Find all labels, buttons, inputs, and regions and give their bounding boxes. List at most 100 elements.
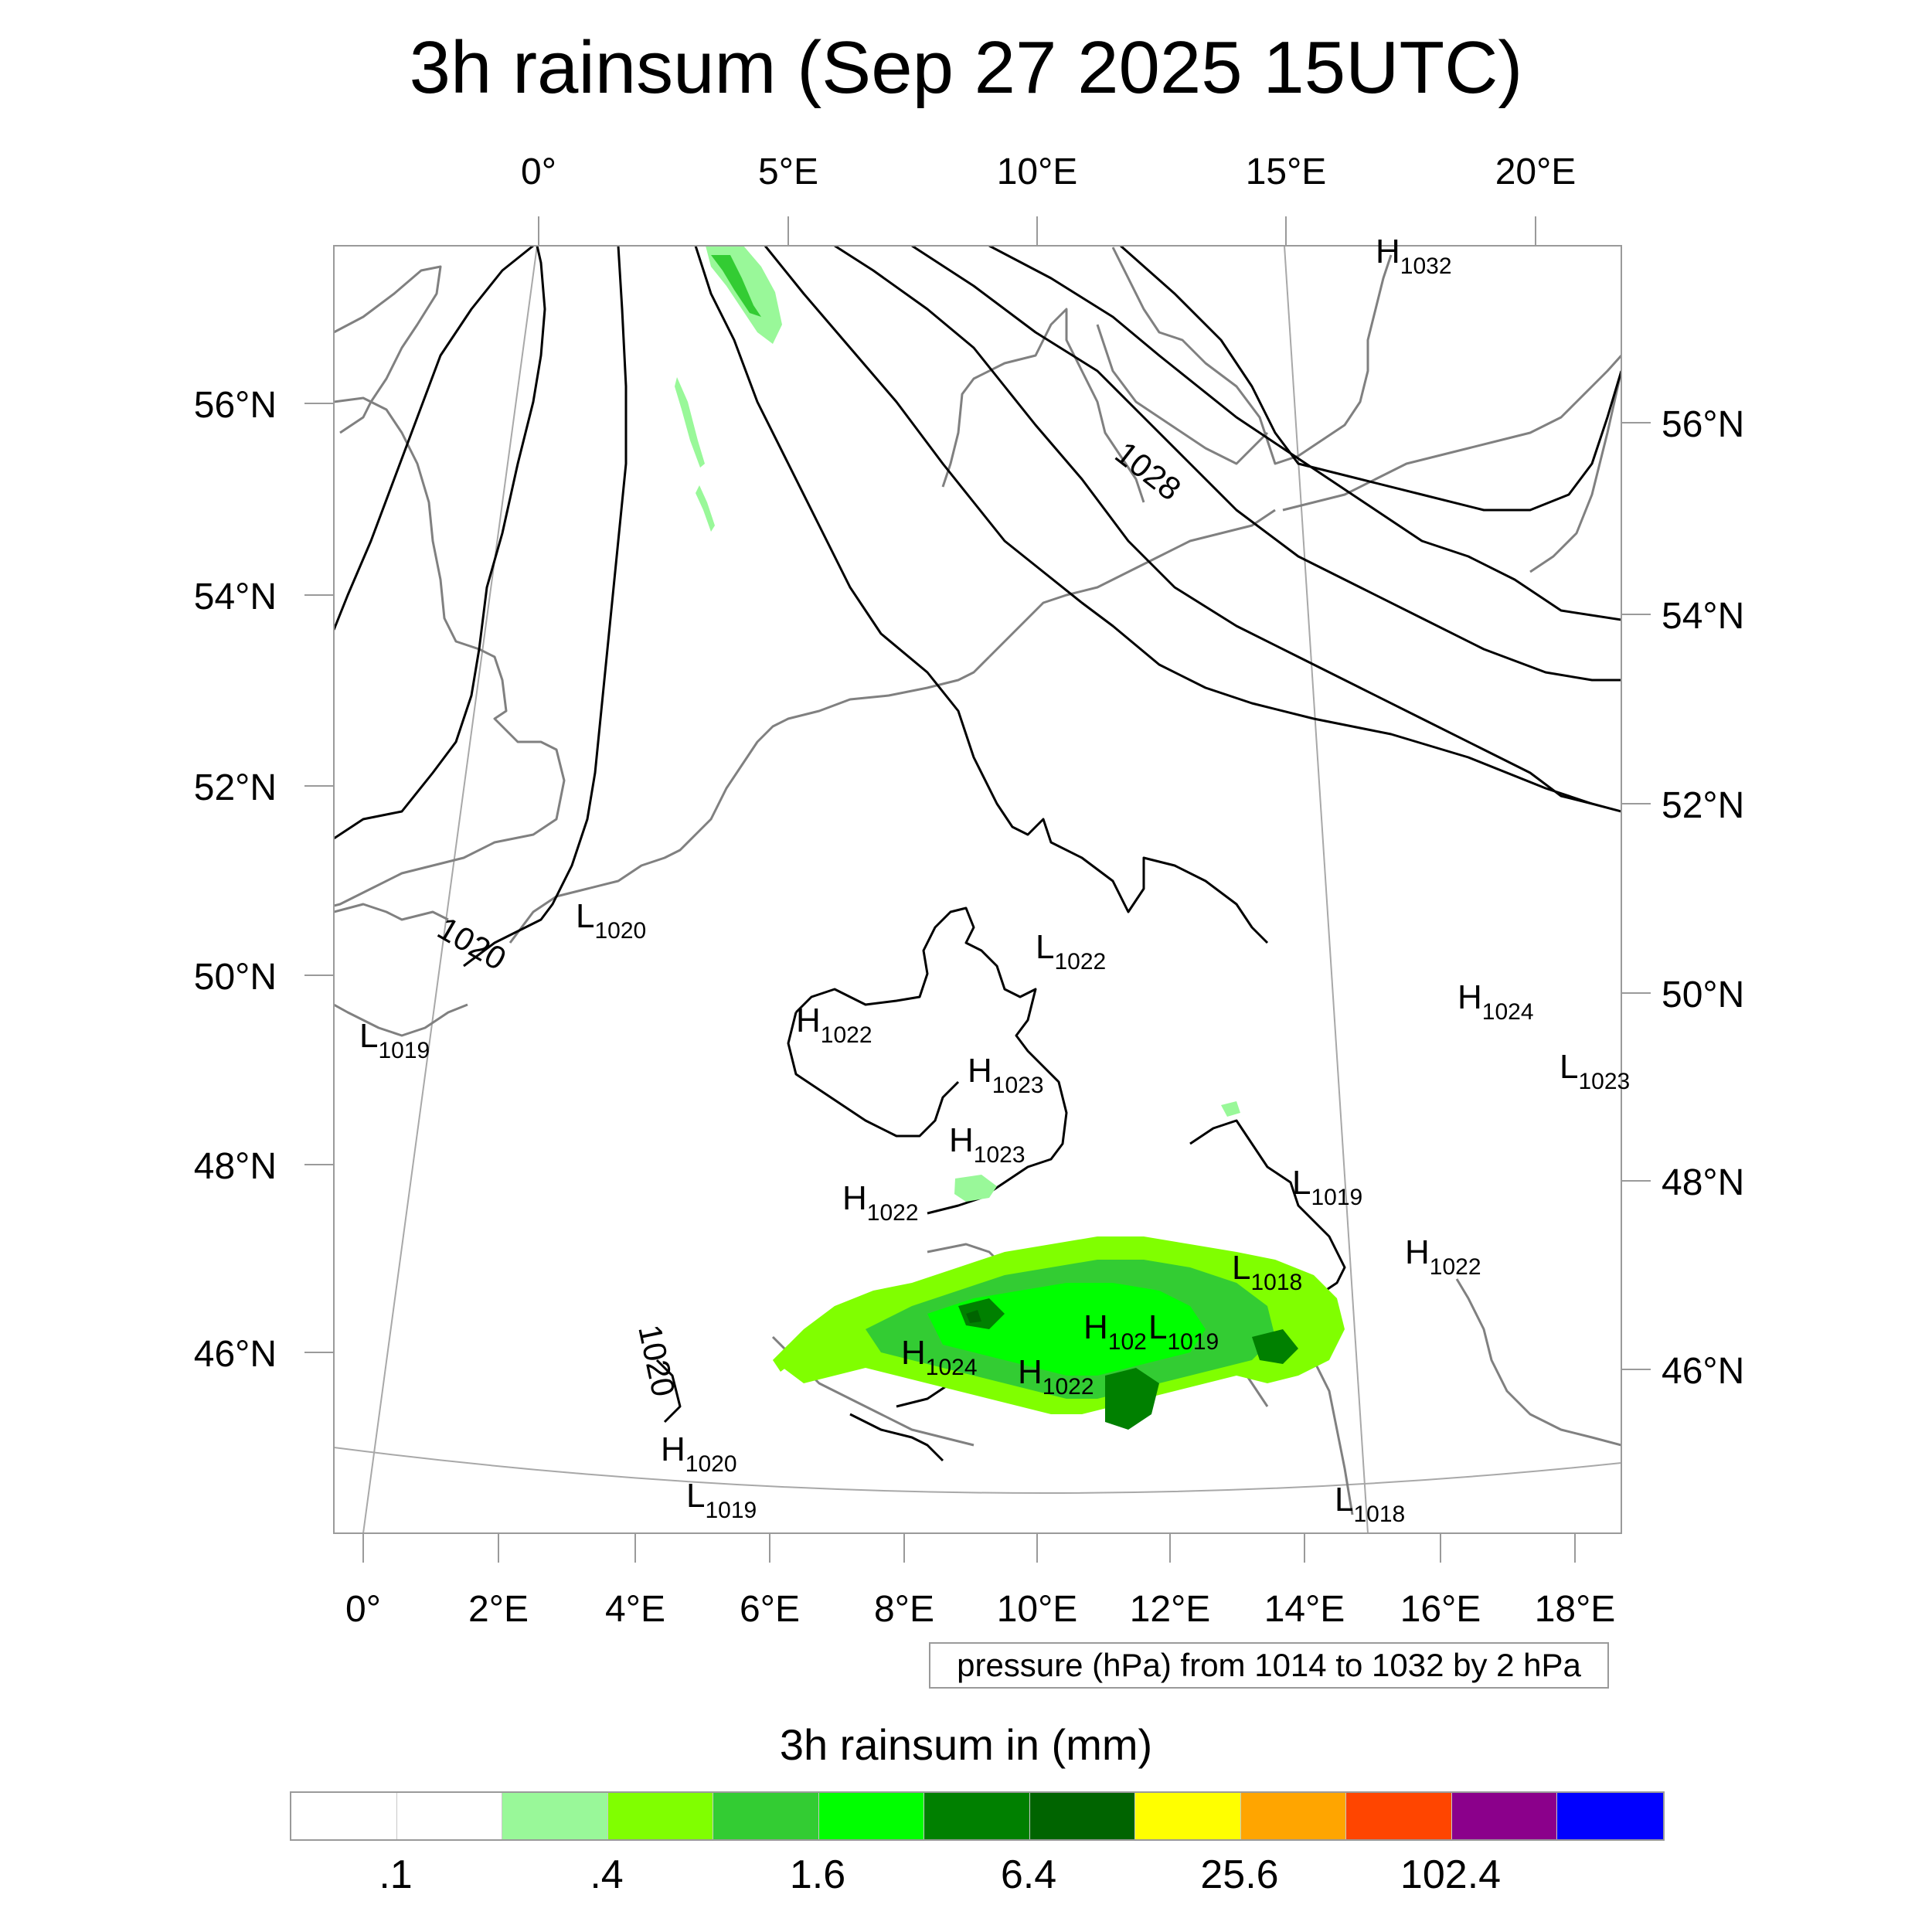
pressure-center: L1020 (576, 897, 646, 944)
lon-label-top: 0° (521, 151, 556, 192)
coast-england-east (334, 396, 566, 907)
lon-label-bottom: 10°E (997, 1589, 1078, 1630)
colorbar-swatch (818, 1793, 924, 1839)
rain-central-patch (954, 1175, 997, 1202)
lat-label-left: 48°N (194, 1146, 277, 1187)
lat-label-right: 50°N (1662, 975, 1744, 1015)
pressure-center: H1022 (1018, 1353, 1094, 1400)
pressure-center: H1023 (949, 1121, 1026, 1168)
isobar-central (694, 246, 1269, 944)
coast-jutland (941, 308, 1145, 503)
coast-benelux (509, 655, 991, 944)
rain-isolated (1221, 1101, 1240, 1117)
coast-scotland (334, 265, 442, 434)
colorbar-label: .4 (590, 1852, 624, 1897)
pressure-center: H102 (1083, 1308, 1147, 1355)
meridian-15e (1284, 246, 1369, 1533)
lon-labels-top: 0° 5°E 10°E 15°E 20°E (521, 151, 1576, 192)
graticule (334, 246, 1621, 1533)
colorbar-label: 102.4 (1400, 1852, 1502, 1897)
lon-label-bottom: 12°E (1130, 1589, 1211, 1630)
pressure-center: L1023 (1560, 1048, 1630, 1094)
lon-labels-bottom: 0° 2°E 4°E 6°E 8°E 10°E 12°E 14°E 16°E 1… (345, 1589, 1615, 1630)
lat-label-left: 56°N (194, 385, 277, 426)
colorbar-label: 6.4 (1000, 1852, 1057, 1897)
lon-label-bottom: 16°E (1400, 1589, 1481, 1630)
lat-label-right: 48°N (1662, 1162, 1744, 1203)
isobar-1020-west (463, 246, 628, 968)
isobar-1020-south (655, 1359, 682, 1423)
colorbar-swatch (1557, 1793, 1663, 1839)
lon-label-top: 15°E (1246, 151, 1327, 192)
coast-danish-isles (1096, 324, 1269, 465)
colorbar-label: .1 (379, 1852, 413, 1897)
lat-labels-right: 56°N 54°N 52°N 50°N 48°N 46°N (1662, 404, 1744, 1392)
coast-germany-north (988, 509, 1276, 658)
isobar-1019-east (1189, 1119, 1346, 1308)
isobar-1028 (911, 246, 1621, 682)
lon-label-top: 20°E (1495, 151, 1577, 192)
pressure-center: L1018 (1335, 1481, 1405, 1527)
isobar-1026 (834, 246, 1593, 805)
lat-labels-left: 56°N 54°N 52°N 50°N 48°N 46°N (194, 385, 277, 1375)
pressure-center: H1020 (661, 1430, 737, 1477)
lon-label-bottom: 2°E (468, 1589, 529, 1630)
colorbar-label: 25.6 (1200, 1852, 1279, 1897)
pressure-center: L1019 (1148, 1308, 1219, 1355)
parallel-45n (334, 1447, 1621, 1494)
colorbar-swatch (291, 1793, 397, 1839)
isobar-west-1 (334, 246, 534, 631)
pressure-center: H1023 (968, 1052, 1044, 1098)
colorbar-labels: .1 .4 1.6 6.4 25.6 102.4 (0, 1855, 1932, 1909)
pressure-center: H1032 (1376, 233, 1452, 279)
rain-alps-core-3 (1252, 1329, 1298, 1364)
isobar-1022-south (787, 1012, 960, 1138)
pressure-center: L1019 (1292, 1164, 1362, 1210)
coast-adriatic-east (1455, 1278, 1621, 1447)
lat-label-left: 54°N (194, 577, 277, 617)
pressure-center: L1022 (1036, 928, 1106, 975)
pressure-center: L1019 (686, 1477, 757, 1523)
rain-north-sea-streak-2 (696, 485, 715, 532)
lon-label-top: 10°E (997, 151, 1078, 192)
lat-label-left: 50°N (194, 957, 277, 998)
isobar-west-2 (334, 246, 546, 840)
rain-north-sea-medium (711, 255, 761, 317)
isobar-south-italy (849, 1413, 944, 1462)
coastlines (334, 247, 1621, 1515)
tick-marks (304, 216, 1651, 1563)
coast-sweden-south (1111, 247, 1393, 465)
pressure-centers: H1032 L1020 L1022 L1019 H1022 H1023 H102… (359, 233, 1630, 1527)
rain-north-sea-streak (675, 377, 705, 468)
colorbar (290, 1791, 1665, 1841)
colorbar-swatch (713, 1793, 819, 1839)
legend-title: 3h rainsum in (mm) (779, 1720, 1153, 1769)
colorbar-swatch (396, 1793, 502, 1839)
map-title: 3h rainsum (Sep 27 2025 15UTC) (409, 26, 1523, 109)
lon-label-bottom: 0° (345, 1589, 381, 1630)
lat-label-right: 56°N (1662, 404, 1744, 445)
pressure-center: L1019 (359, 1017, 430, 1063)
lon-label-top: 5°E (758, 151, 818, 192)
lon-label-bottom: 4°E (605, 1589, 665, 1630)
isobar-1024 (764, 246, 1621, 813)
coast-baltic-states (1529, 370, 1621, 573)
rain-alps-max (966, 1310, 981, 1323)
pressure-center: H1024 (901, 1334, 978, 1380)
lat-label-right: 52°N (1662, 785, 1744, 826)
colorbar-swatch (924, 1793, 1030, 1839)
colorbar-swatch (1029, 1793, 1135, 1839)
precipitation (675, 246, 1345, 1430)
colorbar-swatch (1135, 1793, 1241, 1839)
colorbar-swatch (1451, 1793, 1557, 1839)
rain-alps-core-2 (1105, 1368, 1159, 1430)
colorbar-swatch (1240, 1793, 1346, 1839)
coast-brittany (334, 1003, 468, 1037)
isobar-1022-closed (794, 906, 1068, 1215)
rain-alps-west-streak (773, 1337, 804, 1372)
lat-label-left: 46°N (194, 1334, 277, 1375)
lon-label-bottom: 6°E (740, 1589, 800, 1630)
colorbar-swatch (1346, 1793, 1452, 1839)
lon-label-bottom: 8°E (874, 1589, 934, 1630)
